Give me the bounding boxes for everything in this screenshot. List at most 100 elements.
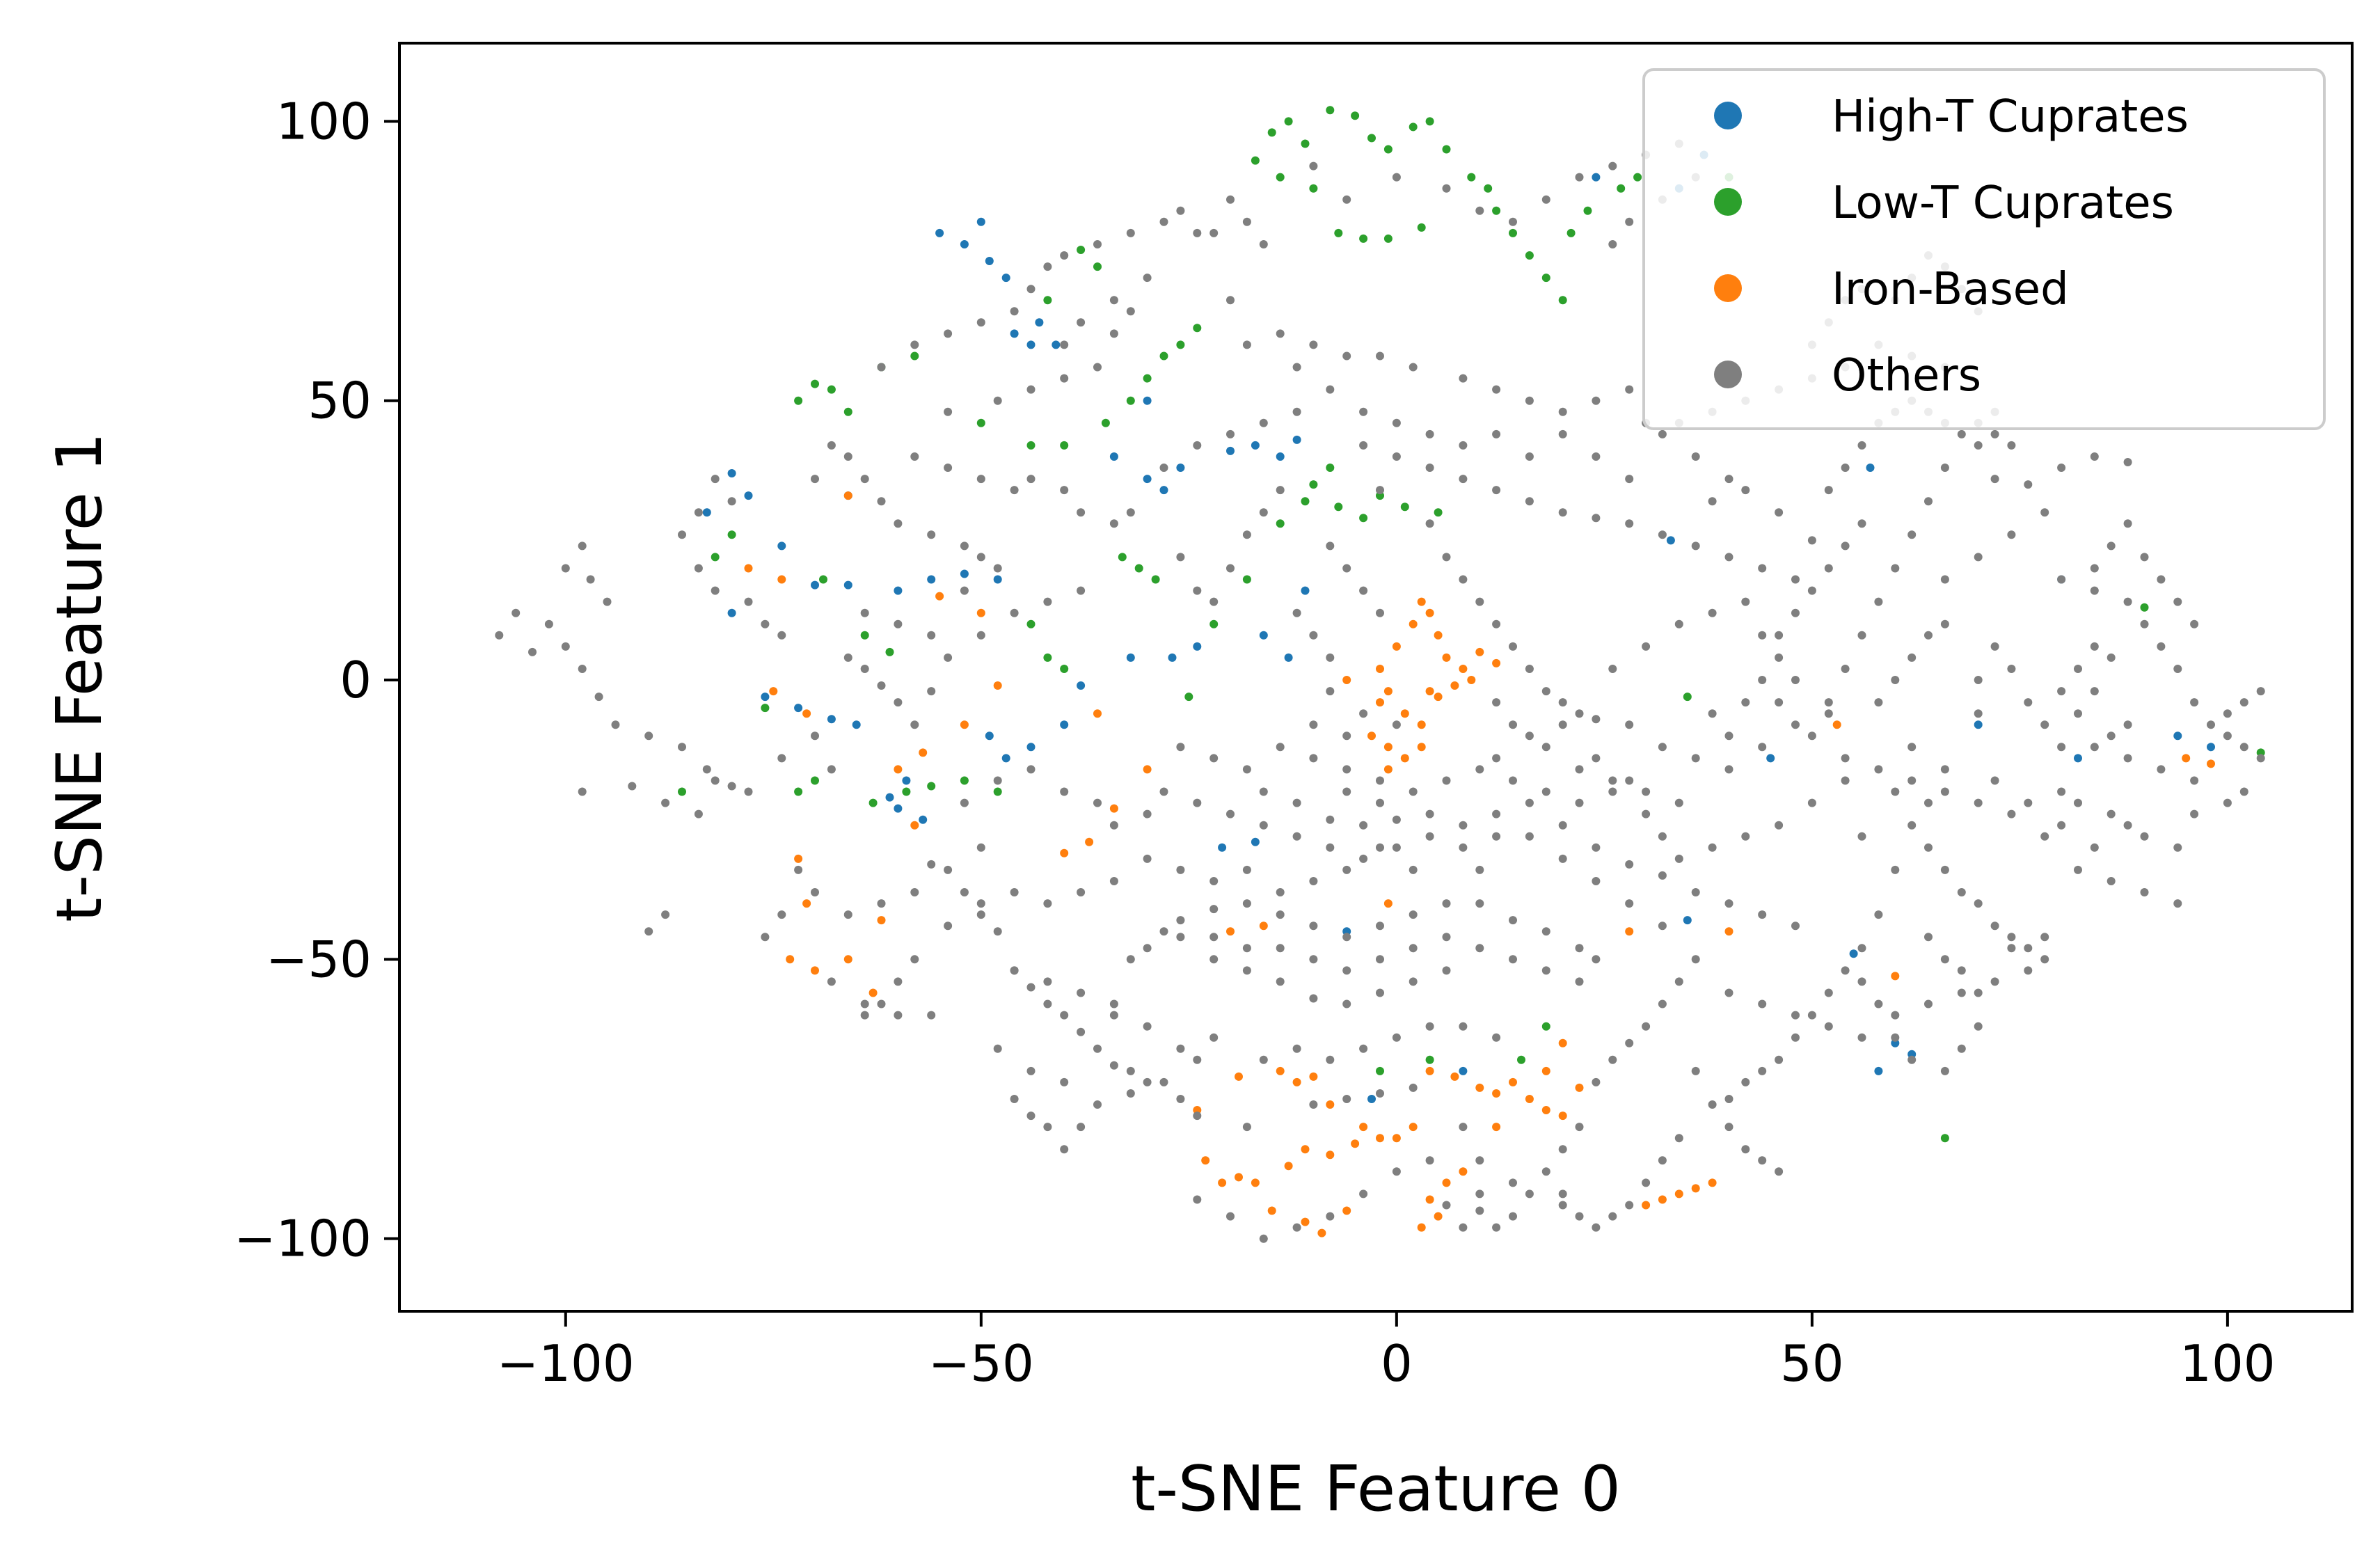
data-point [1758, 1066, 1767, 1075]
data-point [1724, 475, 1734, 484]
data-point [993, 564, 1002, 573]
data-point [1467, 173, 1476, 182]
data-point [1376, 1066, 1384, 1075]
data-point [2057, 821, 2066, 830]
data-point [1093, 262, 1102, 271]
data-point [1351, 1139, 1360, 1148]
data-point [1309, 754, 1318, 763]
data-point [1741, 698, 1750, 707]
data-point [860, 999, 869, 1009]
data-point [744, 564, 753, 573]
data-point [894, 519, 903, 528]
data-point [1509, 228, 1517, 237]
data-point [1417, 223, 1426, 232]
data-point [1218, 843, 1227, 852]
data-point [1093, 1044, 1102, 1053]
data-point [1276, 944, 1285, 953]
data-point [495, 631, 504, 640]
data-point [1957, 1044, 1966, 1053]
data-point [1334, 228, 1343, 237]
data-point [761, 933, 770, 942]
data-point [1857, 944, 1866, 953]
data-point [1143, 765, 1152, 774]
data-point [1425, 429, 1434, 438]
data-point [1891, 787, 1900, 796]
data-point [843, 407, 852, 416]
data-point [1134, 564, 1143, 573]
data-point [1326, 385, 1335, 394]
y-tick-label: 100 [276, 92, 372, 150]
data-point [1575, 977, 1584, 986]
data-point [1417, 597, 1426, 606]
data-point [1525, 497, 1534, 506]
data-point [528, 647, 537, 656]
data-point [1292, 832, 1301, 841]
data-point [1143, 475, 1152, 484]
data-point [1226, 1212, 1235, 1221]
data-point [1060, 441, 1069, 450]
data-point [1400, 754, 1409, 763]
data-point [1026, 441, 1036, 450]
data-point [827, 765, 836, 774]
data-point [2024, 698, 2033, 707]
data-point [1251, 441, 1260, 450]
data-point [2140, 553, 2149, 562]
data-point [1400, 503, 1409, 512]
data-point [1359, 407, 1368, 416]
data-point [976, 553, 985, 562]
data-point [1608, 161, 1617, 171]
data-point [1026, 1112, 1036, 1121]
data-point [1541, 274, 1550, 283]
data-point [1459, 821, 1468, 830]
data-point [611, 720, 620, 729]
data-point [1184, 693, 1193, 702]
data-point [1891, 564, 1900, 573]
data-point [1292, 798, 1301, 807]
data-point [1085, 837, 1094, 846]
data-point [1541, 927, 1550, 936]
data-point [1226, 927, 1235, 936]
data-point [877, 999, 886, 1009]
data-point [1957, 966, 1966, 975]
data-point [1159, 464, 1168, 472]
data-point [1043, 262, 1052, 271]
data-point [1001, 754, 1010, 763]
data-point [1060, 720, 1069, 729]
data-point [843, 491, 852, 500]
data-point [1558, 854, 1567, 863]
data-point [1035, 318, 1044, 327]
data-point [1509, 217, 1517, 226]
data-point [1924, 999, 1933, 1009]
data-point [1392, 815, 1401, 824]
data-point [860, 665, 869, 673]
data-point [1060, 374, 1069, 383]
data-point [2090, 687, 2099, 696]
data-point [1342, 676, 1351, 684]
x-axis: −100 −50 0 50 100 [497, 1311, 2276, 1393]
data-point [2207, 759, 2215, 768]
legend-label: Iron-Based [1832, 264, 2069, 315]
data-point [919, 748, 928, 757]
data-point [860, 1011, 869, 1020]
data-point [1509, 642, 1517, 651]
data-point [1259, 1055, 1268, 1064]
data-point [1309, 1100, 1318, 1109]
data-point [1060, 787, 1069, 796]
data-point [1392, 1033, 1401, 1042]
legend-label: High-T Cuprates [1832, 91, 2189, 143]
data-point [1475, 1156, 1484, 1165]
data-point [1226, 296, 1235, 305]
data-point [1775, 631, 1784, 640]
data-point [1342, 351, 1351, 361]
data-point [993, 681, 1002, 690]
data-point [1924, 798, 1933, 807]
data-point [1425, 809, 1434, 818]
data-point [852, 720, 861, 729]
data-point [1492, 1033, 1501, 1042]
data-point [727, 469, 736, 477]
data-point [1077, 988, 1086, 997]
data-point [1292, 608, 1301, 617]
data-point [1109, 804, 1118, 813]
data-point [2107, 809, 2116, 818]
data-point [1425, 464, 1434, 472]
